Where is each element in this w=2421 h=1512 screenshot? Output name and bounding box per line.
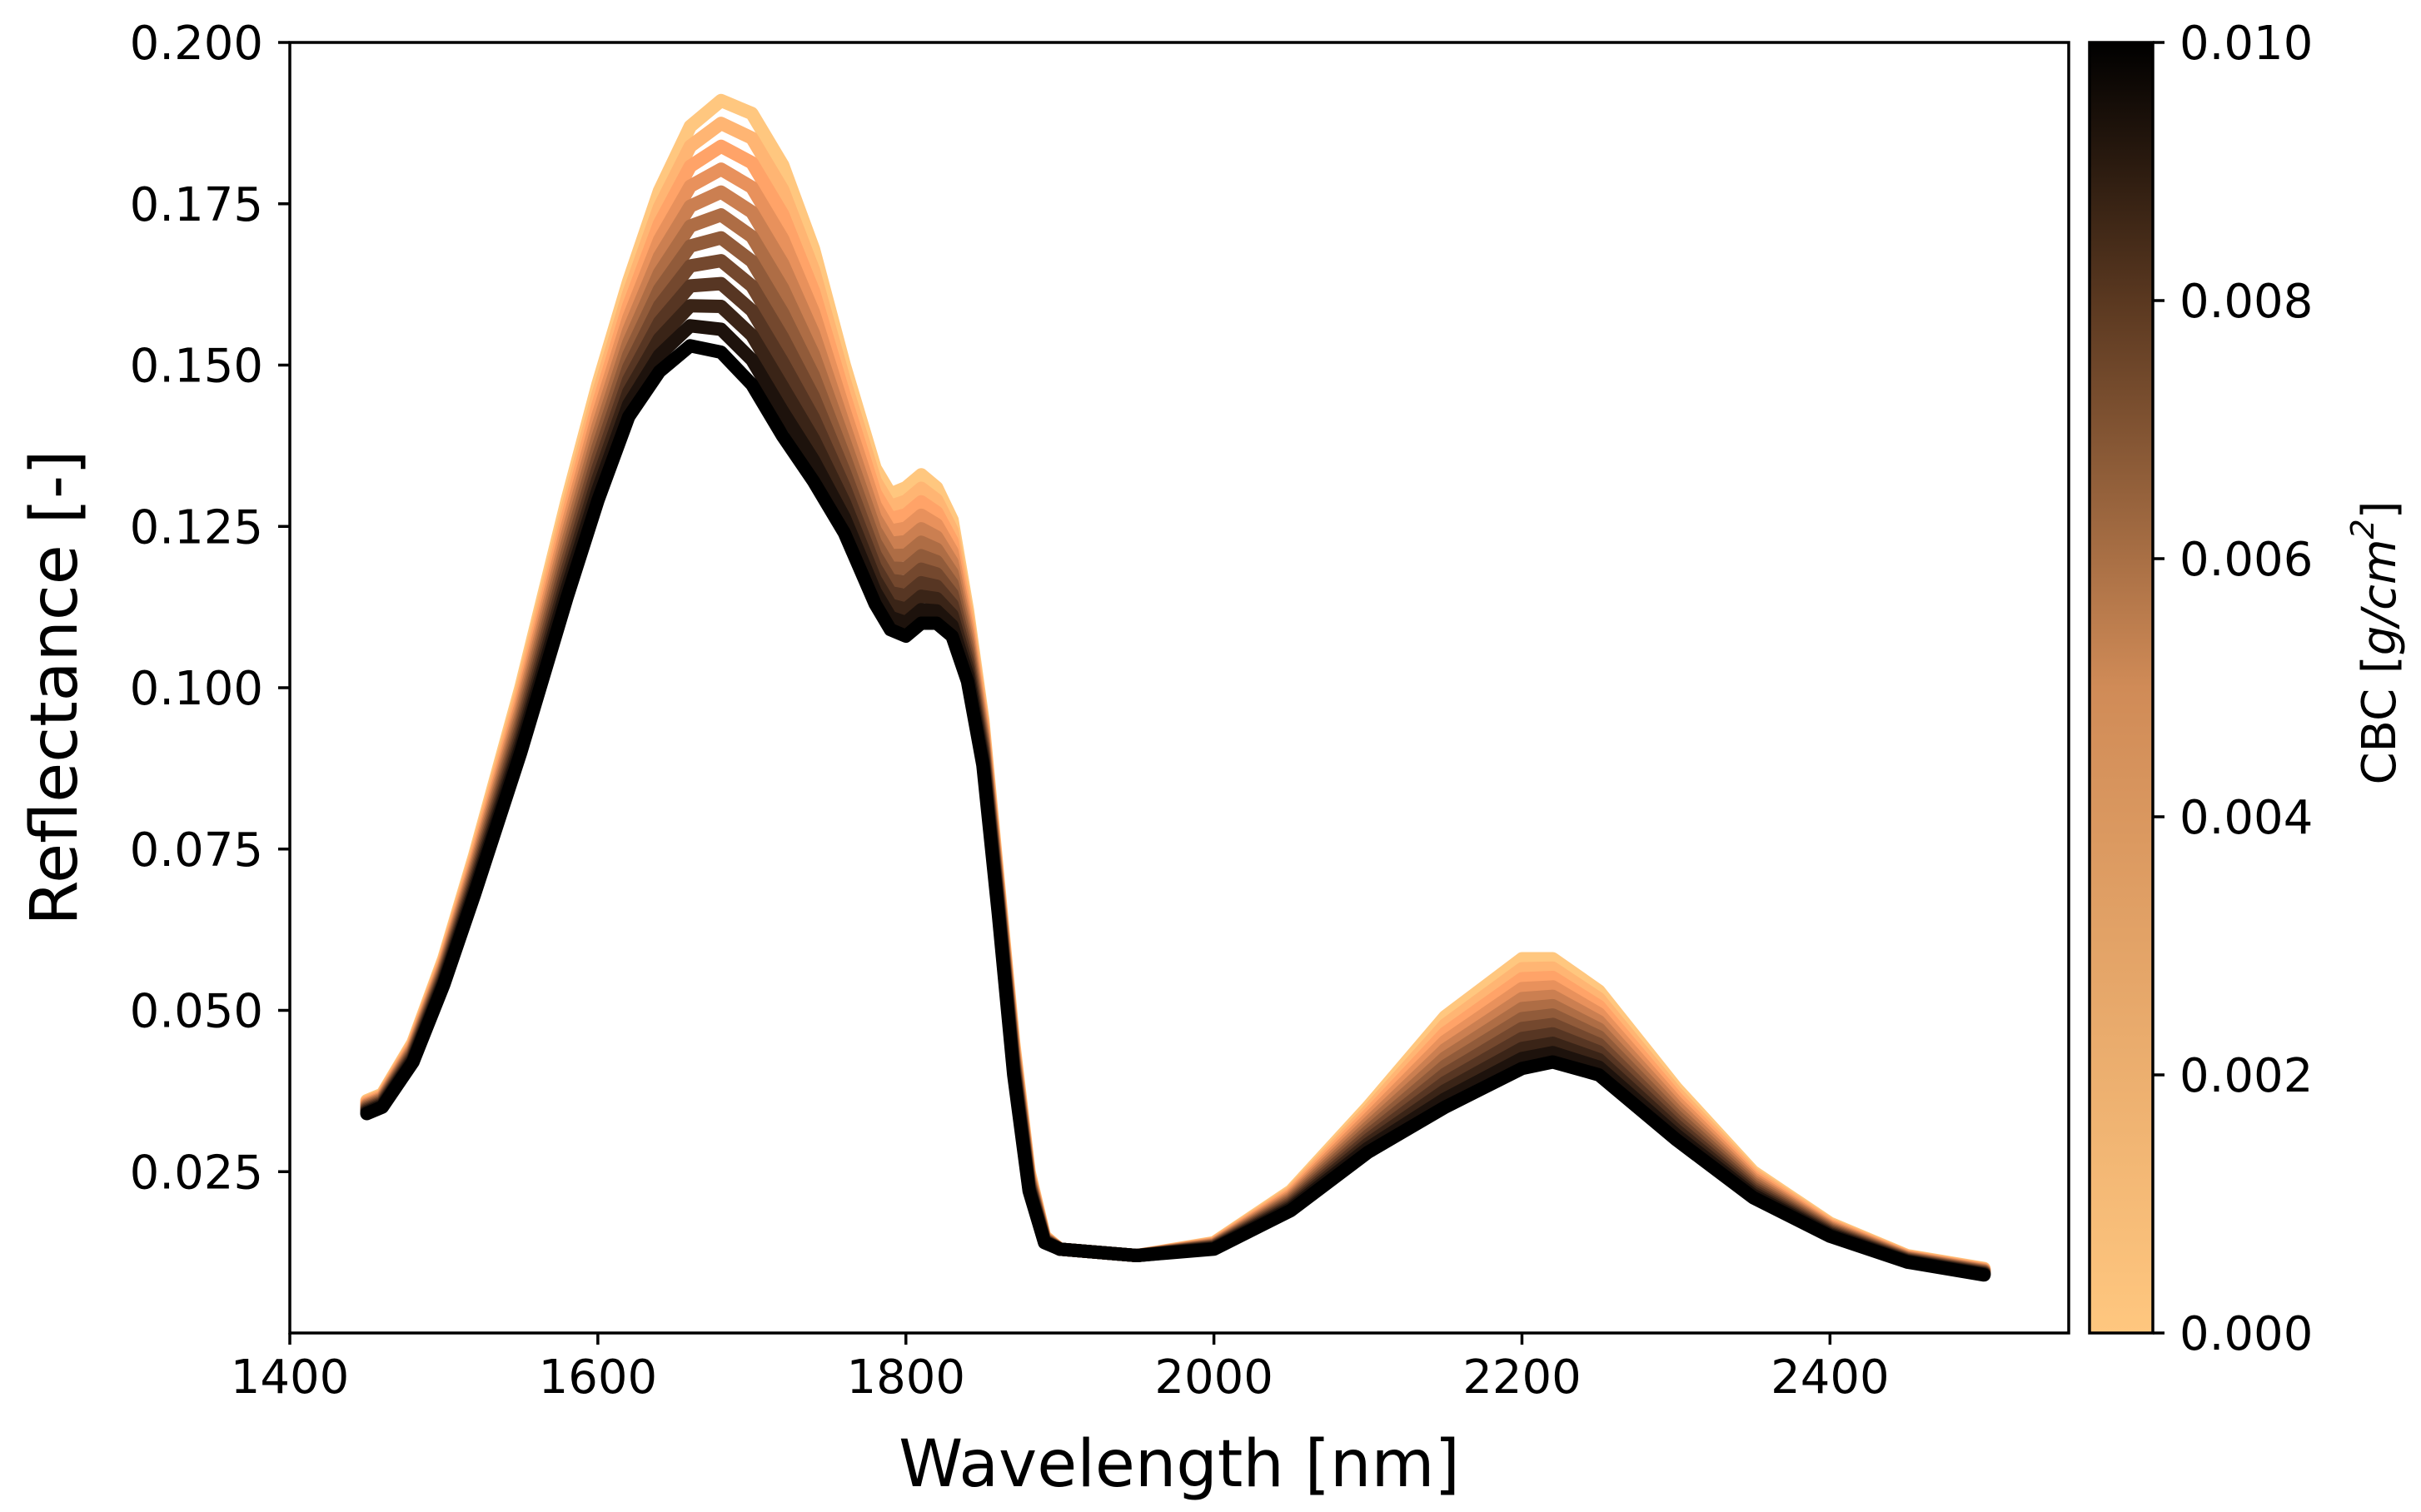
- spectrum-line-11: [360, 339, 1991, 1282]
- colorbar-label-exponent: 2: [2344, 519, 2381, 539]
- colorbar-label: CBC [g/cm2]: [2344, 500, 2407, 784]
- x-axis-label: Wavelength [nm]: [899, 1427, 1460, 1502]
- y-tick-label: 0.175: [130, 178, 263, 232]
- colorbar-label-text: CBC [: [2353, 655, 2407, 784]
- colorbar-tick-label: 0.004: [2179, 791, 2313, 845]
- colorbar-tick-label: 0.008: [2179, 275, 2313, 329]
- y-tick-label: 0.025: [130, 1146, 263, 1200]
- colorbar-label-unit: g/cm: [2353, 539, 2407, 655]
- colorbar-label-close: ]: [2353, 500, 2407, 519]
- colorbar: [2088, 41, 2154, 1335]
- colorbar-tick-label: 0.010: [2179, 17, 2313, 71]
- y-axis-ticks: 0.025 0.050 0.075 0.100 0.125 0.150 0.175 0.200: [130, 17, 290, 1200]
- colorbar-tick-label: 0.002: [2179, 1049, 2313, 1103]
- x-tick-label: 2000: [1154, 1350, 1273, 1405]
- x-tick-label: 2400: [1771, 1350, 1890, 1405]
- colorbar-tick-label: 0.000: [2179, 1307, 2313, 1361]
- x-tick-label: 1600: [539, 1350, 658, 1405]
- y-tick-label: 0.150: [130, 340, 263, 394]
- spectra-series-group: [360, 93, 1991, 1282]
- y-tick-label: 0.075: [130, 823, 263, 878]
- y-tick-label: 0.125: [130, 500, 263, 555]
- plot-area: [290, 42, 2069, 1333]
- x-tick-label: 1400: [231, 1350, 350, 1405]
- x-axis-ticks: 1400 1600 1800 2000 2200 2400: [231, 1333, 1890, 1405]
- y-tick-label: 0.100: [130, 662, 263, 716]
- y-tick-label: 0.050: [130, 985, 263, 1039]
- x-tick-label: 2200: [1462, 1350, 1582, 1405]
- y-tick-label: 0.200: [130, 17, 263, 71]
- y-axis-label: Reflectance [-]: [17, 450, 92, 925]
- colorbar-ticks: 0.000 0.002 0.004 0.006 0.008 0.010: [2153, 17, 2313, 1361]
- colorbar-tick-label: 0.006: [2179, 533, 2313, 587]
- x-tick-label: 1800: [846, 1350, 965, 1405]
